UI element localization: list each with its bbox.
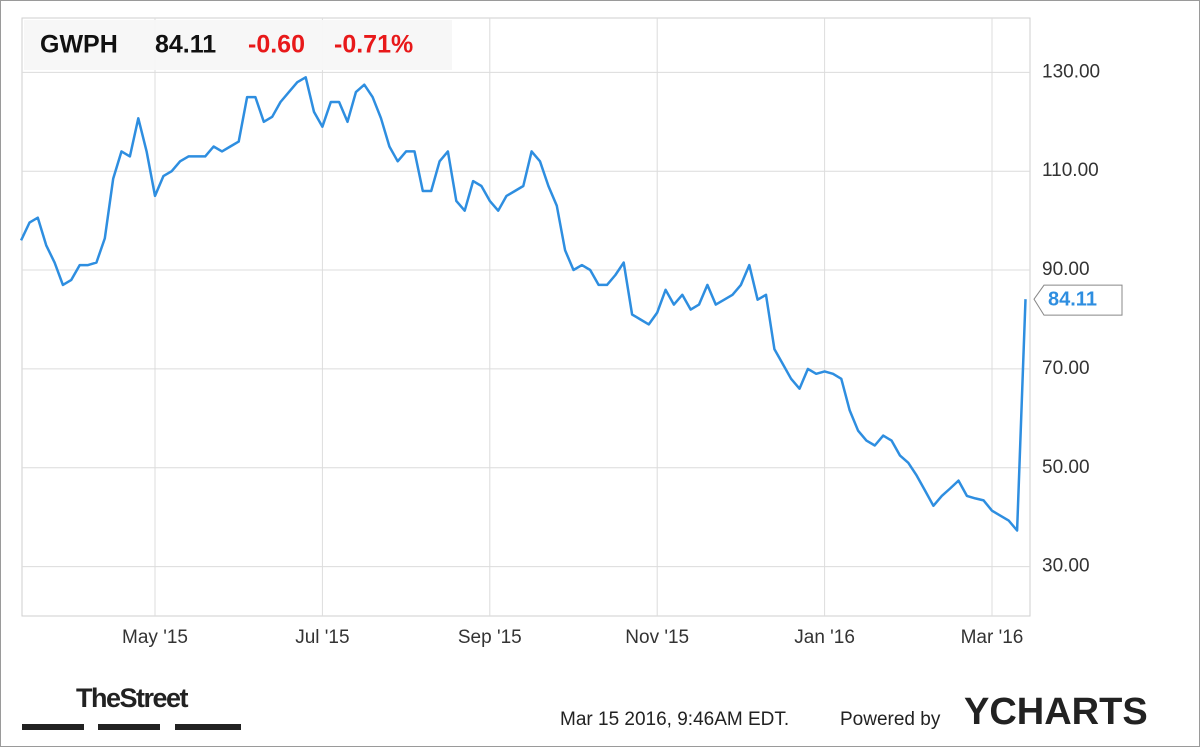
logo-bar bbox=[98, 724, 160, 730]
series-layer: 84.11 bbox=[19, 76, 1123, 532]
price: 84.11 bbox=[155, 31, 216, 59]
quote-box bbox=[24, 20, 452, 70]
x-tick-label: Nov '15 bbox=[625, 627, 689, 648]
brand: YCHARTS bbox=[964, 691, 1148, 733]
x-tick-label: Jul '15 bbox=[295, 627, 349, 648]
y-tick-label: 30.00 bbox=[1042, 556, 1090, 577]
logo-bar bbox=[175, 724, 241, 730]
x-tick-label: May '15 bbox=[122, 627, 188, 648]
change: -0.60 bbox=[248, 31, 305, 59]
y-tick-label: 90.00 bbox=[1042, 259, 1090, 280]
grid: 30.00 50.00 70.00 90.00 110.00 130.00 May '15 J… bbox=[22, 18, 1100, 648]
source-logo: TheStreet bbox=[76, 683, 189, 713]
plot-area bbox=[21, 17, 1031, 617]
change-percent: -0.71% bbox=[334, 31, 413, 59]
symbol: GWPH bbox=[40, 31, 118, 59]
x-tick-label: Sep '15 bbox=[458, 627, 522, 648]
y-tick-label: 130.00 bbox=[1042, 61, 1100, 82]
x-tick-label: Mar '16 bbox=[961, 627, 1024, 648]
y-tick-label: 70.00 bbox=[1042, 358, 1090, 379]
y-tick-label: 110.00 bbox=[1042, 160, 1099, 181]
powered-by: Powered by bbox=[840, 709, 941, 730]
x-tick-label: Jan '16 bbox=[794, 627, 855, 648]
logo-bar bbox=[22, 724, 84, 730]
price-line bbox=[19, 76, 1027, 532]
y-tick-label: 50.00 bbox=[1042, 457, 1090, 478]
last-value-label: 84.11 bbox=[1048, 288, 1097, 310]
last-value-box bbox=[1033, 284, 1123, 316]
timestamp: Mar 15 2016, 9:46AM EDT. bbox=[560, 709, 789, 730]
